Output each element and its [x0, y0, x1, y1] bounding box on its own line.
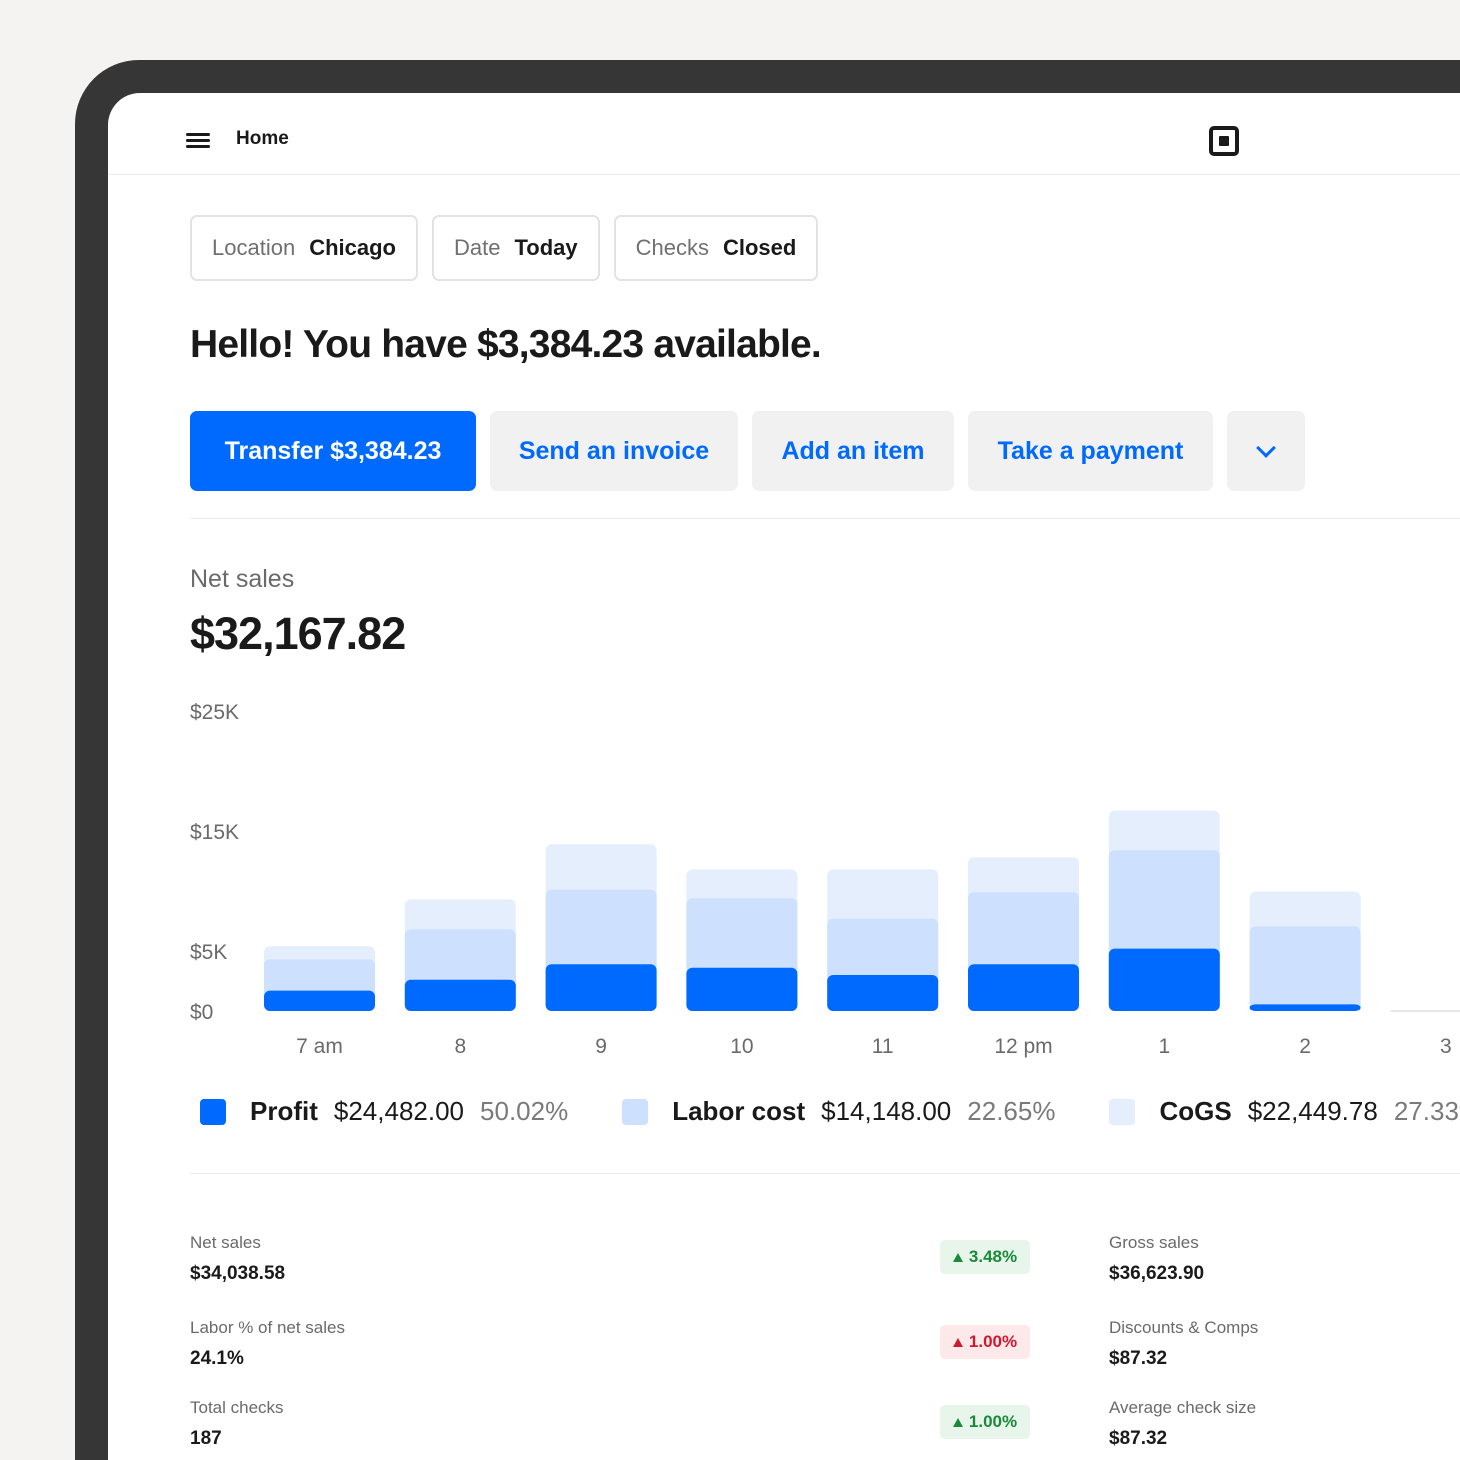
metric-label: Labor % of net sales [190, 1318, 345, 1337]
x-tick-label: 8 [454, 1035, 466, 1058]
x-tick-label: 7 am [296, 1035, 343, 1058]
legend-amount: $24,482.00 [333, 1096, 465, 1126]
delta-badge: 1.00% [940, 1325, 1030, 1359]
bar-profit-2[interactable] [1249, 1004, 1361, 1011]
x-tick-label: 1 [1158, 1035, 1170, 1058]
bar-profit-10[interactable] [686, 967, 798, 1011]
x-tick-label: 2 [1299, 1035, 1311, 1058]
date-filter[interactable]: Date Today [431, 215, 600, 281]
chart-legend: Profit $24,482.00 50.02% Labor cost $14,… [200, 1096, 1460, 1127]
bar-profit-7-am[interactable] [264, 990, 375, 1011]
triangle-up-icon [952, 1417, 963, 1427]
delta-value: 1.00% [968, 1332, 1018, 1351]
x-tick-label: 3 [1440, 1035, 1452, 1058]
divider [190, 518, 1460, 519]
delta-badge: 3.48% [940, 1240, 1030, 1274]
bar-profit-11[interactable] [827, 975, 939, 1011]
legend-name: Labor cost [672, 1096, 806, 1126]
balance-greeting: Hello! You have $3,384.23 available. [190, 323, 822, 366]
legend-item-profit: Profit $24,482.00 50.02% [200, 1096, 568, 1127]
checks-filter[interactable]: Checks Closed [613, 215, 819, 281]
bar-profit-9[interactable] [545, 964, 657, 1011]
menu-icon[interactable] [186, 131, 210, 149]
metric-total-checks: Total checks 187 [190, 1398, 284, 1450]
chart-svg: $25K $15K $5K $0 7 am 8 9 10 11 12 pm 1 2 3 [190, 701, 1460, 1058]
x-tick-label: 9 [595, 1035, 607, 1058]
app-screen: Home Location Chicago Date Today Checks … [108, 93, 1460, 1460]
legend-swatch [200, 1098, 226, 1125]
legend-item-labor: Labor cost $14,148.00 22.65% [622, 1096, 1055, 1127]
metric-labor-pct: Labor % of net sales 24.1% [190, 1318, 345, 1370]
metric-gross-sales: Gross sales $36,623.90 [1109, 1233, 1204, 1285]
legend-item-cogs: CoGS $22,449.78 27.33% [1109, 1096, 1460, 1127]
x-tick-label: 12 pm [994, 1035, 1052, 1058]
metric-value: $34,038.58 [190, 1263, 286, 1284]
metric-label: Gross sales [1109, 1233, 1199, 1252]
filter-key: Date [453, 235, 501, 260]
filter-value: Chicago [309, 235, 396, 260]
x-tick-label: 11 [872, 1035, 894, 1058]
send-invoice-button[interactable]: Send an invoice [490, 411, 738, 491]
chevron-down-icon [1256, 438, 1276, 458]
triangle-up-icon [952, 1337, 963, 1347]
divider [190, 1173, 1460, 1174]
action-bar: Transfer $3,384.23 Send an invoice Add a… [190, 411, 1305, 491]
bar-labor-cost-2[interactable] [1249, 926, 1361, 1011]
legend-name: Profit [250, 1096, 318, 1126]
y-tick-label: $0 [190, 1001, 213, 1024]
filter-value: Today [514, 235, 578, 260]
net-sales-label: Net sales [190, 565, 295, 593]
legend-swatch [1109, 1098, 1136, 1125]
add-item-button[interactable]: Add an item [752, 411, 954, 491]
metric-avg-check: Average check size $87.32 [1109, 1398, 1256, 1450]
delta-badge: 1.00% [940, 1405, 1030, 1439]
delta-value: 3.48% [968, 1247, 1018, 1266]
filter-bar: Location Chicago Date Today Checks Close… [190, 215, 819, 281]
metric-value: $87.32 [1109, 1428, 1168, 1449]
metric-value: $87.32 [1109, 1348, 1168, 1369]
bar-profit-12-pm[interactable] [968, 964, 1079, 1011]
y-tick-label: $5K [190, 941, 227, 964]
metric-net-sales: Net sales $34,038.58 [190, 1233, 285, 1285]
y-tick-label: $15K [190, 821, 239, 844]
metric-label: Total checks [190, 1398, 284, 1417]
filter-value: Closed [722, 235, 797, 260]
triangle-up-icon [952, 1252, 963, 1262]
bar-profit-1[interactable] [1108, 948, 1220, 1011]
x-tick-label: 10 [730, 1035, 753, 1058]
take-payment-button[interactable]: Take a payment [968, 411, 1213, 491]
page-title: Home [236, 128, 289, 149]
metric-label: Average check size [1109, 1398, 1257, 1417]
metric-discounts: Discounts & Comps $87.32 [1109, 1318, 1258, 1370]
legend-percent: 50.02% [480, 1096, 569, 1126]
metric-value: $36,623.90 [1109, 1263, 1205, 1284]
transfer-button[interactable]: Transfer $3,384.23 [190, 411, 476, 491]
metric-value: 24.1% [190, 1348, 244, 1369]
metric-label: Net sales [190, 1233, 261, 1252]
legend-amount: $22,449.78 [1247, 1096, 1378, 1126]
legend-amount: $14,148.00 [821, 1096, 952, 1126]
legend-swatch [622, 1098, 649, 1125]
bar-profit-8[interactable] [404, 979, 516, 1011]
square-logo-icon [1209, 126, 1239, 156]
legend-name: CoGS [1159, 1096, 1232, 1126]
y-tick-label: $25K [190, 701, 239, 724]
location-filter[interactable]: Location Chicago [190, 215, 418, 281]
delta-value: 1.00% [968, 1412, 1018, 1431]
net-sales-chart: $25K $15K $5K $0 7 am 8 9 10 11 12 pm 1 2 3 [108, 673, 1460, 1093]
filter-key: Location [212, 235, 296, 260]
net-sales-value: $32,167.82 [190, 608, 406, 659]
top-bar: Home [108, 93, 1460, 175]
more-actions-button[interactable] [1227, 411, 1305, 491]
metric-value: 187 [190, 1428, 222, 1449]
legend-percent: 22.65% [967, 1096, 1056, 1126]
metric-label: Discounts & Comps [1109, 1318, 1259, 1337]
legend-percent: 27.33% [1393, 1096, 1460, 1126]
filter-key: Checks [635, 235, 709, 260]
